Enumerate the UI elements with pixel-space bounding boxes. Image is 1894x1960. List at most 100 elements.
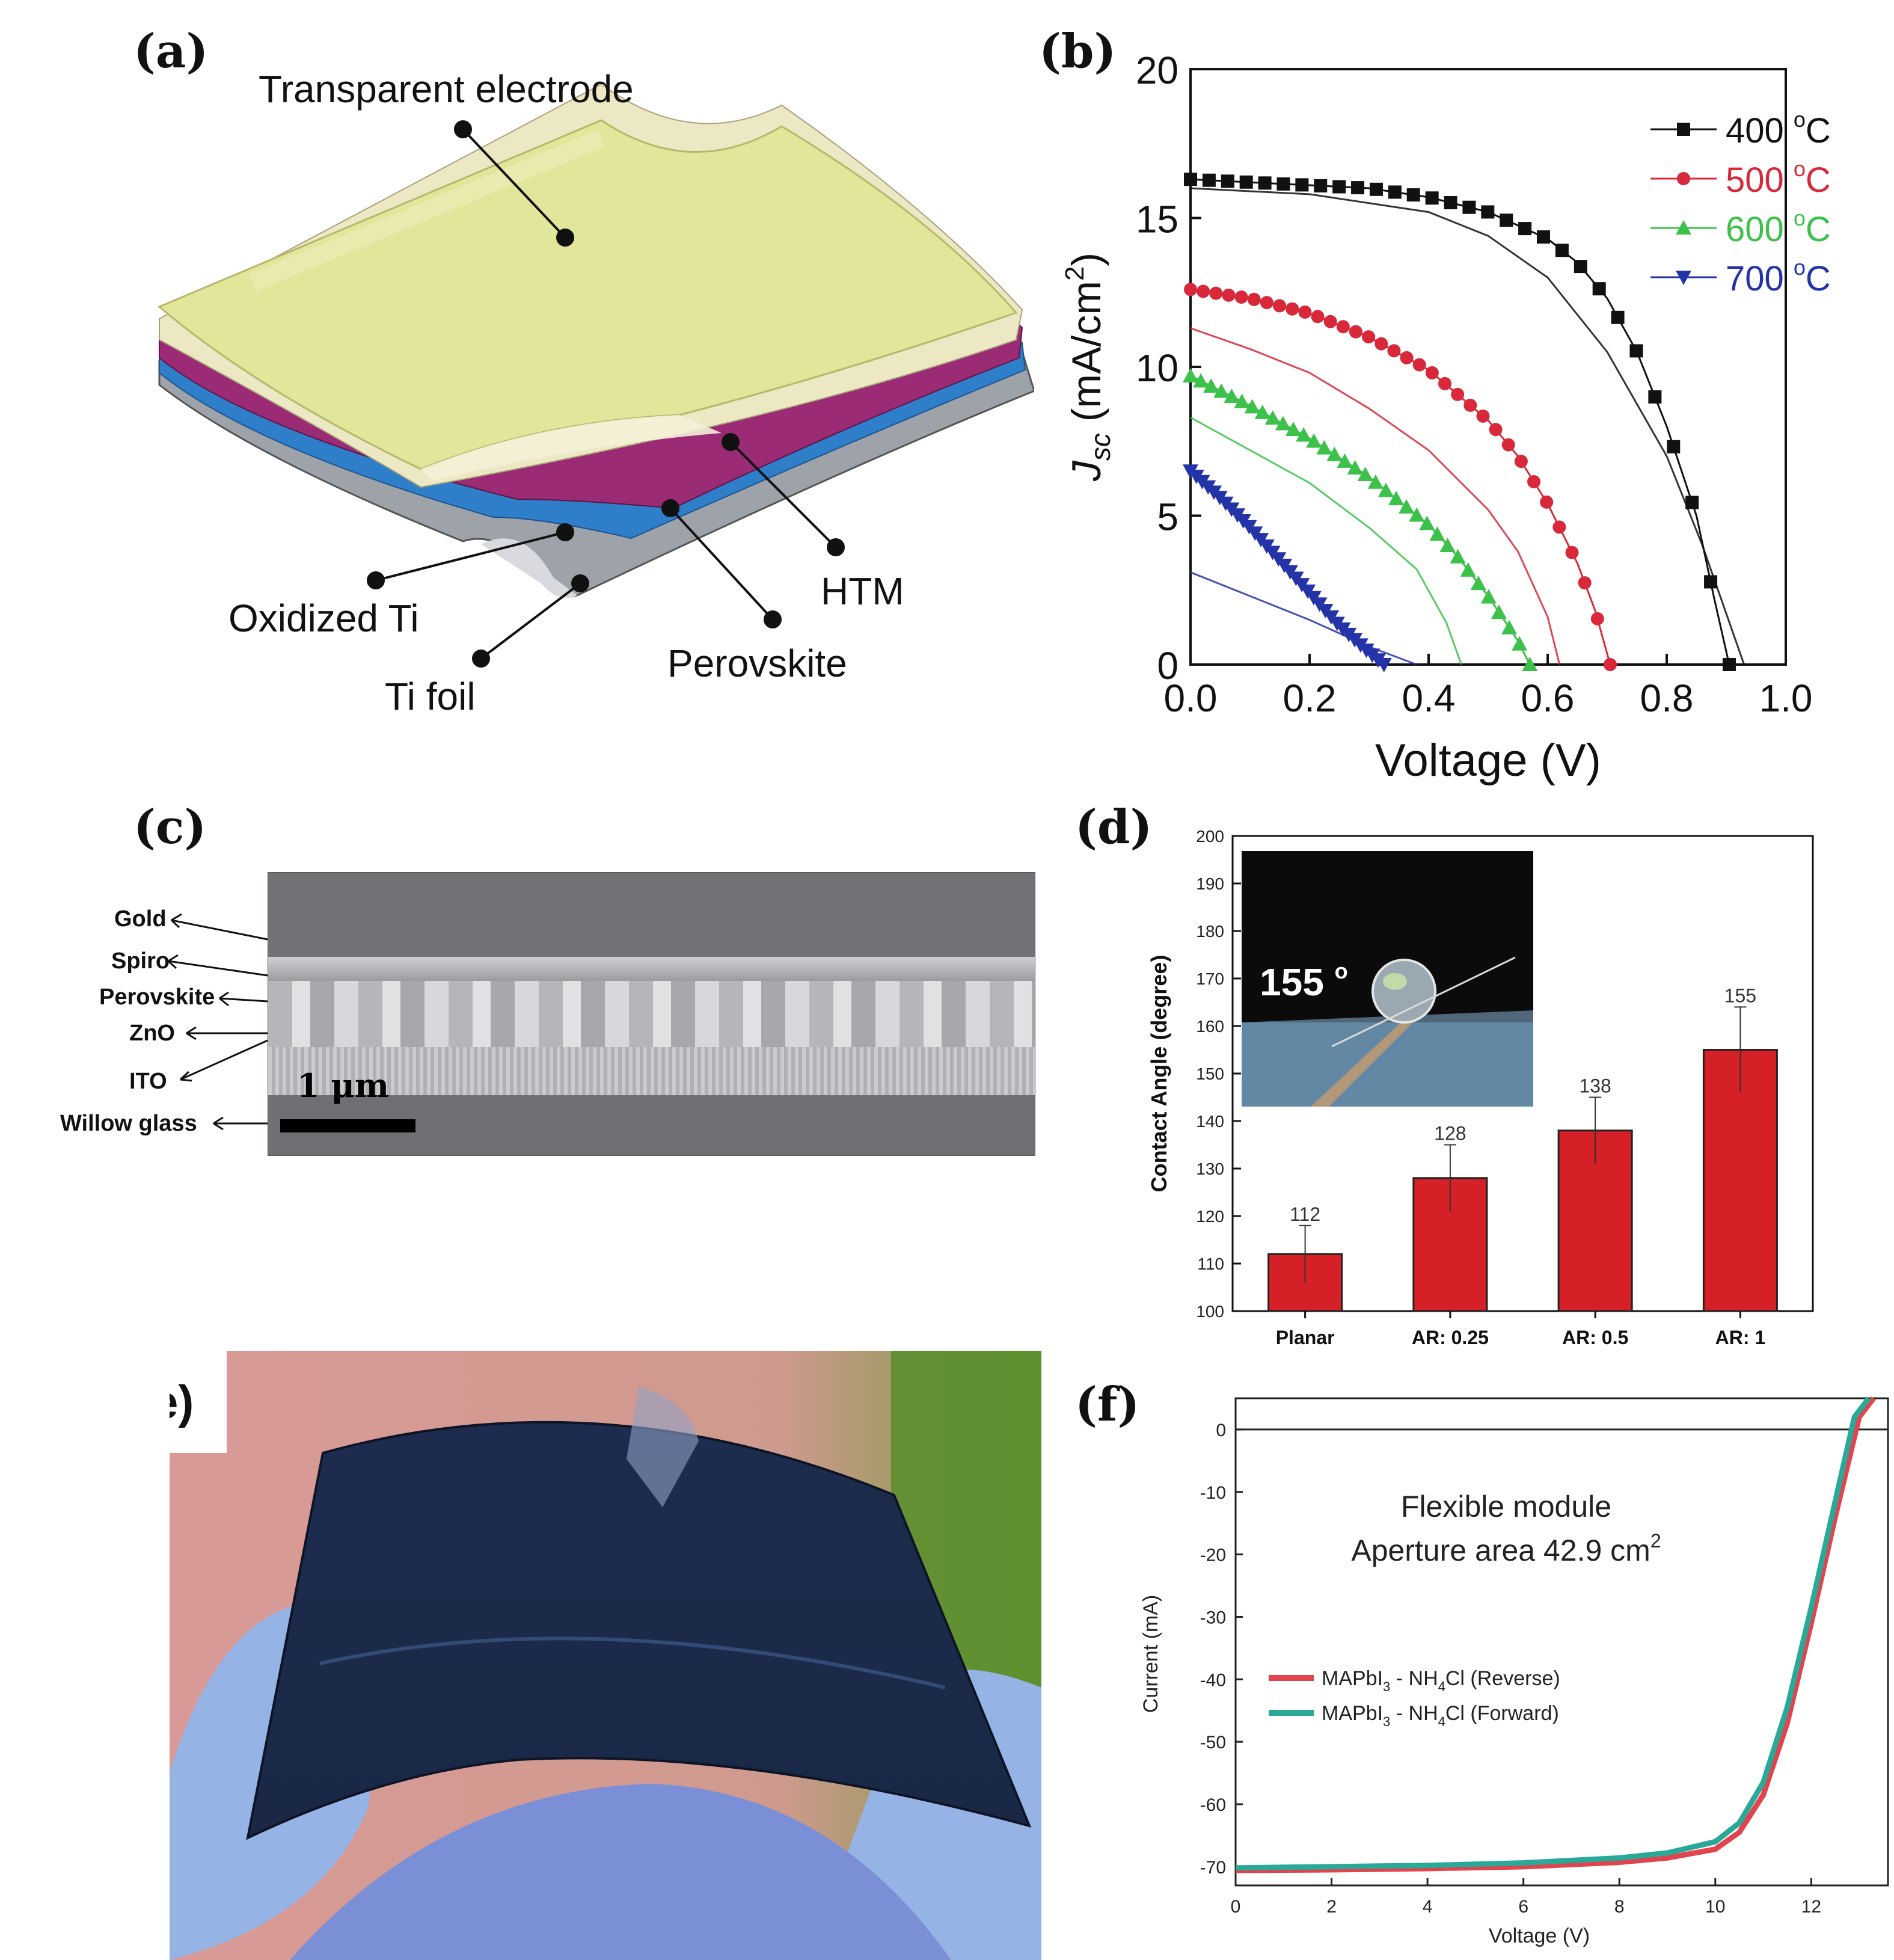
sem-label-ito: ITO	[129, 1069, 167, 1094]
chart-b-data-point	[1578, 576, 1592, 590]
chart-b-data-point	[1603, 658, 1617, 671]
chart-f-legend-label: MAPbI3 - NH4Cl (Reverse)	[1322, 1667, 1560, 1694]
chart-b-data-point	[1247, 292, 1261, 306]
chart-f-xtick-label: 12	[1801, 1897, 1821, 1917]
chart-b-data-point	[1552, 520, 1566, 534]
chart-b-data-point	[1444, 195, 1457, 209]
chart-b-data-point	[1254, 404, 1270, 419]
chart-d-ytick-label: 100	[1196, 1302, 1224, 1321]
chart-b-data-point	[1193, 373, 1209, 388]
chart-f-legend-label: MAPbI3 - NH4Cl (Forward)	[1322, 1702, 1559, 1729]
chart-b-data-point	[1387, 344, 1401, 358]
chart-b-data-point	[1592, 282, 1606, 296]
chart-f-series-line	[1235, 1396, 1871, 1871]
chart-d-category-label: AR: 0.5	[1562, 1327, 1628, 1348]
sem-scale-bar-label: 1 μm	[297, 1066, 390, 1105]
panel-c-layer-labels: Gold Spiro Perovskite ZnO ITO Willow gla…	[60, 906, 268, 1136]
chart-b-ytick-label: 0	[1157, 644, 1178, 687]
chart-f-xtick-label: 0	[1231, 1897, 1241, 1917]
chart-b-data-point	[1295, 178, 1309, 192]
chart-f-xtick-label: 10	[1705, 1897, 1725, 1917]
chart-b-y-axis-title: Jsc (mA/cm2)	[1060, 253, 1116, 482]
chart-b-data-point	[1425, 191, 1439, 205]
chart-b-legend-label: 700 oC	[1726, 255, 1831, 298]
chart-b-data-point	[1202, 173, 1216, 187]
chart-d-category-label: AR: 0.25	[1412, 1327, 1489, 1348]
chart-b-ytick-label: 20	[1136, 49, 1178, 92]
chart-f-xtick-label: 6	[1518, 1897, 1528, 1917]
chart-b-data-point	[1388, 185, 1402, 199]
chart-b-data-point	[1518, 222, 1532, 236]
chart-b-data-point	[1590, 612, 1604, 625]
photo-label-cutout	[170, 1351, 227, 1453]
chart-b-ytick-label: 5	[1157, 496, 1178, 539]
chart-d-category-label: AR: 1	[1715, 1327, 1766, 1348]
chart-f-annotation-line2: Aperture area 42.9 cm2	[1351, 1530, 1661, 1567]
chart-b-reverse-scan-line	[1190, 571, 1417, 666]
chart-b-xtick-label: 0.4	[1402, 677, 1456, 720]
chart-b-data-point	[1463, 398, 1477, 412]
panel-label-a: (a)	[133, 24, 209, 79]
chart-b-data-point	[1306, 433, 1322, 448]
chart-f-ytick-label: -70	[1200, 1858, 1226, 1878]
label-ti-foil: Ti foil	[385, 675, 476, 718]
chart-b-data-point	[1399, 499, 1415, 514]
chart-b-data-point	[1184, 173, 1197, 186]
chart-b-data-point	[1489, 423, 1503, 437]
sem-label-perovskite: Perovskite	[99, 985, 215, 1010]
chart-b-data-point	[1347, 459, 1363, 475]
sem-label-spiro: Spiro	[111, 948, 170, 974]
chart-b-data-point	[1429, 526, 1445, 541]
chart-b-data-point	[1438, 376, 1451, 390]
chart-b-series-line	[1190, 288, 1611, 665]
chart-b-legend-label: 400 oC	[1726, 107, 1831, 150]
chart-b-data-point	[1451, 387, 1465, 401]
chart-b-data-point	[1375, 337, 1388, 351]
panel-f-module-iv-chart: 0-10-20-30-40-50-60-700 2 4 6 8 10 12 Flexible…	[1139, 1396, 1889, 1947]
chart-b-xtick-label: 0.6	[1521, 677, 1575, 720]
chart-b-data-point	[1286, 302, 1299, 316]
chart-b-data-point	[1685, 496, 1699, 509]
chart-b-data-point	[1406, 188, 1420, 202]
panel-label-e: (e)	[170, 1375, 194, 1428]
sem-label-gold: Gold	[114, 906, 167, 932]
chart-d-value-label: 138	[1579, 1075, 1611, 1097]
sem-layer-gold	[268, 957, 1035, 981]
chart-d-ytick-label: 160	[1196, 1017, 1224, 1036]
chart-d-ytick-label: 170	[1196, 969, 1224, 988]
chart-b-data-point	[1412, 358, 1426, 372]
chart-b-data-point	[1704, 575, 1718, 589]
chart-d-value-label: 112	[1290, 1203, 1320, 1225]
chart-b-data-point	[1213, 383, 1230, 398]
chart-b-data-point	[1537, 230, 1551, 244]
chart-b-data-point	[1514, 455, 1528, 468]
chart-b-data-point	[1323, 315, 1337, 328]
chart-b-xtick-label: 0.8	[1640, 677, 1694, 720]
chart-f-series-line	[1235, 1396, 1876, 1873]
panel-e-module-photo: (e)	[170, 1351, 1041, 1960]
chart-d-ytick-label: 150	[1196, 1064, 1224, 1083]
chart-b-reverse-scan-line	[1190, 416, 1462, 665]
chart-d-ytick-label: 200	[1196, 827, 1224, 846]
chart-b-data-point	[1362, 330, 1376, 344]
chart-b-reverse-scan-line	[1190, 187, 1745, 665]
panel-label-f: (f)	[1075, 1377, 1140, 1432]
panel-label-b: (b)	[1039, 24, 1117, 79]
chart-b-legend-marker	[1677, 123, 1690, 136]
chart-b-data-point	[1314, 179, 1328, 192]
chart-b-data-point	[1480, 589, 1497, 604]
chart-d-ytick-label: 110	[1197, 1255, 1224, 1273]
panel-c-sem-image: 1 μm	[268, 872, 1035, 1156]
label-perovskite: Perovskite	[667, 642, 847, 685]
chart-b-data-point	[1667, 440, 1681, 453]
chart-b-plot-area	[1189, 68, 1787, 666]
chart-b-data-point	[1183, 367, 1198, 382]
chart-b-data-point	[1555, 244, 1569, 257]
chart-b-data-point	[1611, 310, 1625, 324]
chart-b-data-point	[1244, 399, 1260, 414]
chart-b-data-point	[1367, 474, 1384, 489]
sem-label-zno: ZnO	[129, 1021, 175, 1046]
chart-b-ytick-label: 10	[1136, 346, 1178, 390]
chart-b-data-point	[1316, 440, 1332, 455]
chart-f-xtick-label: 8	[1614, 1897, 1625, 1917]
